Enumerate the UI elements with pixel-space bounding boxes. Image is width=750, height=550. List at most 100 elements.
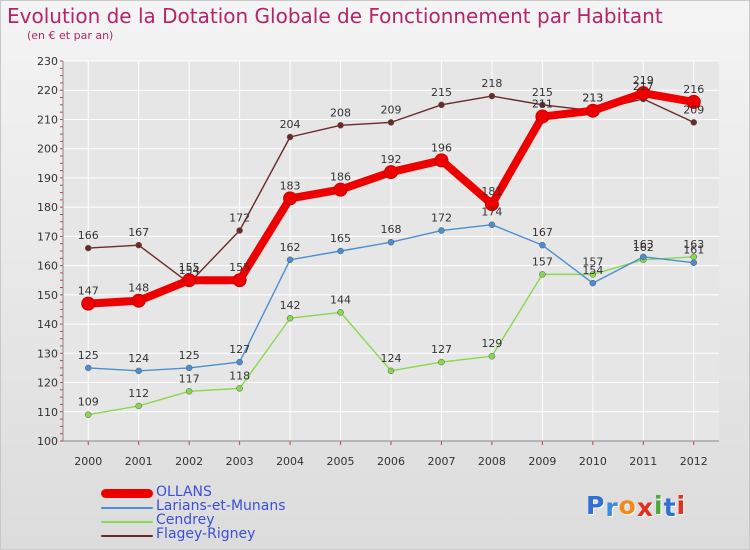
data-label: 167 bbox=[532, 226, 553, 239]
proxiti-logo: Proxiti bbox=[586, 491, 686, 522]
data-point bbox=[135, 402, 142, 410]
data-label: 154 bbox=[179, 264, 200, 277]
data-point bbox=[384, 165, 398, 180]
data-label: 148 bbox=[128, 282, 149, 295]
data-point bbox=[286, 133, 294, 141]
data-label: 183 bbox=[280, 179, 301, 192]
data-point bbox=[387, 238, 395, 246]
data-label: 155 bbox=[229, 261, 250, 274]
data-label: 144 bbox=[330, 293, 351, 306]
x-tick-label: 2010 bbox=[579, 455, 607, 468]
data-point bbox=[539, 241, 546, 249]
data-label: 163 bbox=[683, 238, 704, 251]
data-label: 162 bbox=[280, 241, 301, 254]
x-tick-label: 2007 bbox=[427, 455, 455, 468]
data-label: 161 bbox=[683, 244, 704, 257]
data-point bbox=[387, 119, 395, 126]
chart-subtitle: (en € et par an) bbox=[27, 29, 114, 42]
data-point bbox=[283, 191, 298, 206]
x-tick-label: 2008 bbox=[478, 455, 506, 468]
data-label: 215 bbox=[532, 86, 553, 99]
data-point bbox=[640, 253, 647, 261]
data-label: 186 bbox=[330, 171, 351, 184]
y-tick-label: 160 bbox=[37, 260, 58, 273]
data-point bbox=[131, 293, 146, 308]
data-label: 109 bbox=[78, 396, 99, 409]
data-point bbox=[438, 358, 445, 366]
logo-letter: o bbox=[618, 491, 637, 520]
legend-label: Cendrey bbox=[156, 512, 215, 528]
legend-swatch bbox=[101, 535, 153, 537]
data-point bbox=[236, 358, 243, 366]
data-label: 118 bbox=[229, 369, 250, 382]
data-label: 129 bbox=[481, 337, 502, 350]
data-label: 192 bbox=[381, 153, 402, 166]
data-point bbox=[286, 256, 294, 264]
data-point bbox=[686, 94, 701, 109]
data-label: 213 bbox=[582, 92, 603, 105]
data-point bbox=[488, 352, 496, 360]
data-point bbox=[185, 388, 193, 395]
data-point bbox=[387, 367, 395, 375]
data-label: 215 bbox=[431, 86, 452, 99]
data-point bbox=[484, 197, 499, 212]
data-label: 208 bbox=[330, 106, 351, 119]
data-label: 211 bbox=[532, 98, 553, 111]
legend-swatch bbox=[101, 489, 153, 498]
logo-letter: t bbox=[663, 493, 677, 522]
data-label: 112 bbox=[128, 387, 149, 400]
x-tick-label: 2011 bbox=[629, 455, 657, 468]
data-label: 155 bbox=[179, 261, 200, 274]
y-tick-label: 180 bbox=[37, 201, 58, 214]
y-tick-label: 130 bbox=[37, 347, 58, 360]
data-point bbox=[333, 182, 348, 197]
y-tick-label: 170 bbox=[37, 230, 58, 243]
x-tick-label: 2005 bbox=[327, 455, 355, 468]
data-point bbox=[690, 119, 698, 126]
data-point bbox=[438, 101, 445, 109]
x-tick-label: 2000 bbox=[74, 455, 102, 468]
data-point bbox=[434, 153, 449, 168]
data-point bbox=[636, 86, 651, 101]
legend-label: Larians-et-Munans bbox=[156, 498, 286, 514]
data-point bbox=[589, 279, 597, 287]
data-label: 142 bbox=[280, 299, 301, 312]
data-label: 157 bbox=[532, 255, 553, 268]
y-tick-label: 120 bbox=[37, 377, 58, 390]
x-tick-label: 2006 bbox=[377, 455, 405, 468]
data-label: 218 bbox=[481, 77, 502, 90]
data-label: 174 bbox=[481, 206, 502, 219]
data-point bbox=[84, 244, 92, 252]
data-point bbox=[236, 385, 243, 392]
data-point bbox=[84, 411, 92, 418]
data-label: 181 bbox=[481, 185, 502, 198]
data-point bbox=[589, 271, 597, 278]
data-point bbox=[182, 273, 197, 288]
x-tick-label: 2004 bbox=[276, 455, 304, 468]
y-tick-label: 150 bbox=[37, 289, 58, 302]
data-point bbox=[337, 122, 344, 129]
data-label: 125 bbox=[179, 349, 200, 362]
logo-letter: i bbox=[654, 491, 664, 520]
data-point bbox=[690, 259, 698, 266]
data-label: 166 bbox=[78, 229, 99, 242]
data-label: 154 bbox=[582, 264, 603, 277]
y-tick-label: 210 bbox=[37, 113, 58, 126]
data-label: 172 bbox=[229, 212, 250, 225]
data-label: 213 bbox=[582, 92, 603, 105]
data-label: 204 bbox=[280, 118, 301, 131]
data-point bbox=[286, 314, 294, 322]
y-tick-label: 190 bbox=[37, 172, 58, 185]
legend-label: OLLANS bbox=[156, 484, 212, 500]
x-tick-label: 2002 bbox=[175, 455, 203, 468]
x-tick-label: 2009 bbox=[528, 455, 556, 468]
data-label: 162 bbox=[633, 241, 654, 254]
data-point bbox=[81, 296, 96, 311]
data-label: 196 bbox=[431, 141, 452, 154]
data-label: 209 bbox=[683, 103, 704, 116]
data-label: 216 bbox=[683, 83, 704, 96]
data-label: 157 bbox=[582, 255, 603, 268]
data-point bbox=[539, 271, 546, 278]
data-point bbox=[535, 109, 550, 124]
